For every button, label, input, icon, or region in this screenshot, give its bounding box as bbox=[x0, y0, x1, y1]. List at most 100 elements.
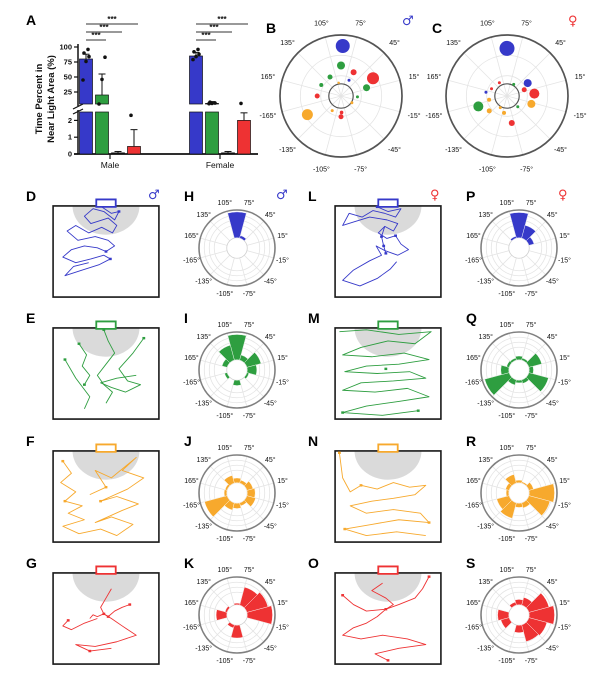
svg-text:-75°: -75° bbox=[354, 165, 367, 173]
svg-text:-45°: -45° bbox=[264, 400, 277, 408]
panel-q-rose: Q 105° 75° 45° 15° -15° -45° -75° -105° -135° -16… bbox=[462, 308, 582, 420]
svg-text:0: 0 bbox=[68, 150, 72, 159]
male-symbol-icon: ♂ bbox=[402, 14, 414, 29]
svg-text:105°: 105° bbox=[500, 199, 515, 207]
svg-text:15°: 15° bbox=[559, 477, 570, 485]
svg-text:-105°: -105° bbox=[216, 657, 233, 665]
svg-text:135°: 135° bbox=[446, 39, 461, 47]
svg-text:2: 2 bbox=[68, 116, 72, 125]
panel-s-rose: S 105° 75° 45° 15° -15° -45° -75° -105° -135° -16… bbox=[462, 553, 582, 665]
svg-text:-75°: -75° bbox=[243, 290, 256, 298]
svg-text:75°: 75° bbox=[244, 444, 255, 452]
svg-text:-105°: -105° bbox=[498, 657, 515, 665]
panel-d-trajectory: D ♂ bbox=[22, 186, 172, 302]
svg-text:165°: 165° bbox=[466, 354, 481, 362]
svg-text:75°: 75° bbox=[526, 199, 537, 207]
svg-text:15°: 15° bbox=[277, 599, 288, 607]
svg-text:45°: 45° bbox=[265, 211, 276, 219]
panel-letter-o: O bbox=[308, 555, 319, 571]
svg-text:-135°: -135° bbox=[195, 278, 212, 286]
svg-text:-105°: -105° bbox=[498, 535, 515, 543]
svg-text:-45°: -45° bbox=[546, 400, 559, 408]
male-symbol-icon: ♂ bbox=[276, 188, 288, 203]
panel-letter-n: N bbox=[308, 433, 319, 449]
svg-text:135°: 135° bbox=[196, 456, 211, 464]
svg-text:Time Percent in: Time Percent in bbox=[34, 64, 45, 135]
svg-text:-135°: -135° bbox=[195, 523, 212, 531]
svg-text:-75°: -75° bbox=[525, 412, 538, 420]
svg-text:75°: 75° bbox=[526, 321, 537, 329]
svg-text:165°: 165° bbox=[184, 599, 199, 607]
panel-letter-f: F bbox=[26, 433, 35, 449]
panel-k-rose: K 105° 75° 45° 15° -15° -45° -75° -105° -135° -16… bbox=[180, 553, 300, 665]
svg-text:-15°: -15° bbox=[408, 112, 421, 120]
trajectory-svg bbox=[334, 450, 442, 543]
svg-text:15°: 15° bbox=[559, 354, 570, 362]
svg-text:1: 1 bbox=[68, 133, 72, 142]
trajectory-svg bbox=[52, 450, 160, 543]
svg-text:-45°: -45° bbox=[546, 278, 559, 286]
panel-letter-g: G bbox=[26, 555, 37, 571]
svg-text:-165°: -165° bbox=[260, 112, 277, 120]
svg-text:-165°: -165° bbox=[465, 624, 482, 632]
panel-g-trajectory: G bbox=[22, 553, 172, 669]
trajectory-svg bbox=[52, 327, 160, 420]
panel-letter-r: R bbox=[466, 433, 477, 449]
svg-text:-75°: -75° bbox=[243, 657, 256, 665]
panel-n-trajectory: N bbox=[304, 431, 454, 547]
panel-f-trajectory: F bbox=[22, 431, 172, 547]
trajectory-svg bbox=[52, 205, 160, 298]
rose-plot-svg: 105° 75° 45° 15° -15° -45° -75° -105° -135° -165°… bbox=[465, 444, 571, 543]
svg-text:-45°: -45° bbox=[388, 146, 401, 154]
svg-text:Male: Male bbox=[101, 160, 120, 170]
svg-text:-15°: -15° bbox=[558, 257, 571, 265]
svg-text:45°: 45° bbox=[389, 39, 400, 47]
svg-text:100: 100 bbox=[59, 43, 72, 52]
svg-text:-15°: -15° bbox=[558, 379, 571, 387]
svg-text:45°: 45° bbox=[547, 211, 558, 219]
svg-text:25: 25 bbox=[64, 88, 72, 97]
svg-text:-15°: -15° bbox=[276, 379, 289, 387]
svg-text:45°: 45° bbox=[265, 578, 276, 586]
svg-text:-135°: -135° bbox=[477, 645, 494, 653]
trajectory-svg bbox=[334, 205, 442, 298]
svg-text:15°: 15° bbox=[277, 232, 288, 240]
svg-text:75°: 75° bbox=[244, 566, 255, 574]
svg-text:Female: Female bbox=[206, 160, 235, 170]
rose-plot-svg: 105° 75° 45° 15° -15° -45° -75° -105° -135° -165°… bbox=[183, 566, 289, 665]
panel-c-polar-scatter-female: C ♀ 105° 75° 45° 15° -15° -45° -75° -105° -135° -… bbox=[426, 8, 598, 188]
svg-text:105°: 105° bbox=[218, 566, 233, 574]
svg-text:165°: 165° bbox=[184, 477, 199, 485]
svg-text:-45°: -45° bbox=[554, 146, 567, 154]
svg-text:105°: 105° bbox=[218, 199, 233, 207]
polar-scatter-svg: 105° 75° 45° 15° -15° -45° -75° -105° -135° -165°… bbox=[426, 19, 587, 173]
female-symbol-icon: ♀ bbox=[568, 14, 578, 29]
svg-text:***: *** bbox=[107, 15, 117, 24]
svg-text:-15°: -15° bbox=[276, 624, 289, 632]
svg-text:105°: 105° bbox=[480, 19, 495, 27]
svg-text:105°: 105° bbox=[500, 321, 515, 329]
svg-text:-75°: -75° bbox=[520, 165, 533, 173]
rose-plot-svg: 105° 75° 45° 15° -15° -45° -75° -105° -135° -165°… bbox=[465, 566, 571, 665]
svg-text:15°: 15° bbox=[277, 354, 288, 362]
svg-text:165°: 165° bbox=[427, 73, 442, 81]
panel-m-trajectory: M bbox=[304, 308, 454, 424]
svg-text:-105°: -105° bbox=[216, 290, 233, 298]
svg-text:-135°: -135° bbox=[477, 278, 494, 286]
svg-text:45°: 45° bbox=[547, 456, 558, 464]
svg-text:-135°: -135° bbox=[195, 645, 212, 653]
svg-text:-105°: -105° bbox=[498, 290, 515, 298]
svg-text:-105°: -105° bbox=[498, 412, 515, 420]
svg-text:105°: 105° bbox=[218, 444, 233, 452]
svg-text:-75°: -75° bbox=[525, 535, 538, 543]
svg-text:105°: 105° bbox=[500, 566, 515, 574]
panel-letter-p: P bbox=[466, 188, 476, 204]
svg-text:-75°: -75° bbox=[525, 657, 538, 665]
panel-b-polar-scatter-male: B ♂ 105° 75° 45° 15° -15° -45° -75° -105° -135° -… bbox=[260, 8, 432, 188]
svg-text:***: *** bbox=[209, 23, 219, 32]
svg-text:75: 75 bbox=[64, 58, 72, 67]
svg-text:-15°: -15° bbox=[558, 502, 571, 510]
panel-letter-c: C bbox=[432, 20, 443, 36]
svg-text:165°: 165° bbox=[184, 354, 199, 362]
